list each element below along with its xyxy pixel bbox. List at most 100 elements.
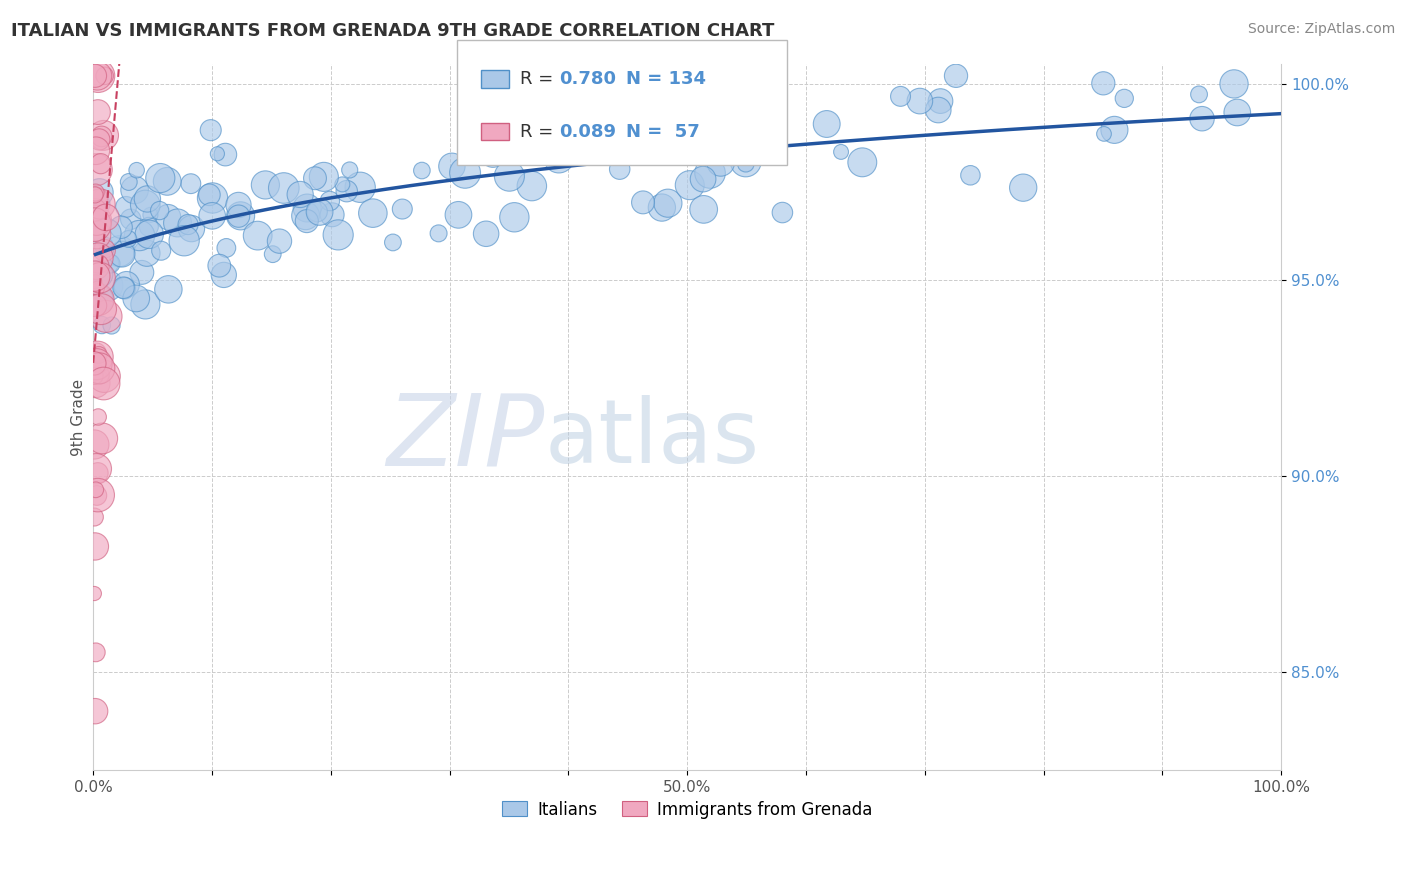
Point — [198, 187, 221, 202]
Point — [87, 105, 110, 120]
Point — [96, 244, 118, 258]
Point — [212, 268, 235, 282]
Point — [90, 189, 112, 203]
Point — [89, 293, 111, 307]
Point — [134, 198, 156, 212]
Point — [214, 147, 236, 161]
Point — [454, 166, 477, 180]
Point — [427, 227, 450, 241]
Point — [89, 368, 111, 382]
Point — [91, 431, 114, 445]
Point — [112, 281, 135, 295]
Point — [1188, 87, 1211, 102]
Point — [93, 376, 115, 391]
Point — [84, 69, 107, 83]
Point — [89, 267, 111, 281]
Point — [651, 201, 673, 215]
Text: ITALIAN VS IMMIGRANTS FROM GRENADA 9TH GRADE CORRELATION CHART: ITALIAN VS IMMIGRANTS FROM GRENADA 9TH G… — [11, 22, 775, 40]
Point — [83, 368, 105, 383]
Point — [207, 146, 229, 161]
Point — [200, 123, 222, 137]
Point — [125, 163, 148, 178]
Point — [491, 134, 513, 148]
Point — [440, 159, 463, 173]
Point — [90, 156, 112, 170]
Point — [889, 89, 911, 103]
Point — [114, 281, 136, 295]
Point — [135, 246, 157, 260]
Point — [89, 270, 111, 285]
Point — [149, 203, 172, 218]
Text: R =: R = — [520, 70, 560, 88]
Point — [1223, 77, 1246, 91]
Point — [120, 212, 142, 227]
Point — [110, 220, 132, 235]
Point — [304, 171, 326, 186]
Point — [929, 94, 952, 108]
Point — [177, 218, 200, 232]
Point — [288, 187, 311, 202]
Point — [927, 103, 949, 117]
Point — [770, 205, 793, 219]
Point — [1191, 112, 1213, 126]
Point — [215, 241, 238, 255]
Point — [201, 209, 224, 223]
Point — [328, 227, 350, 242]
Text: R =: R = — [520, 122, 560, 141]
Point — [83, 218, 105, 232]
Point — [361, 206, 384, 220]
Point — [84, 298, 107, 312]
Point — [84, 188, 107, 202]
Point — [115, 277, 138, 292]
Point — [86, 281, 108, 295]
Point — [307, 204, 329, 219]
Point — [156, 174, 179, 188]
Point — [86, 69, 108, 83]
Point — [269, 234, 291, 248]
Point — [295, 214, 318, 228]
Point — [94, 310, 117, 324]
Point — [851, 155, 873, 169]
Point — [391, 202, 413, 216]
Point — [93, 369, 115, 384]
Point — [115, 200, 138, 214]
Point — [699, 166, 721, 180]
Point — [89, 186, 111, 200]
Point — [100, 257, 122, 271]
Point — [228, 198, 250, 212]
Text: Source: ZipAtlas.com: Source: ZipAtlas.com — [1247, 22, 1395, 37]
Point — [87, 293, 110, 307]
Point — [295, 201, 318, 215]
Point — [547, 151, 569, 165]
Point — [339, 163, 361, 178]
Point — [246, 228, 269, 243]
Point — [447, 208, 470, 222]
Point — [157, 210, 180, 224]
Point — [83, 437, 105, 451]
Point — [945, 69, 967, 83]
Point — [149, 171, 172, 186]
Point — [273, 181, 295, 195]
Point — [84, 144, 107, 158]
Text: 0.780: 0.780 — [560, 70, 617, 88]
Point — [520, 179, 543, 194]
Point — [84, 704, 107, 718]
Point — [94, 211, 117, 225]
Point — [83, 202, 105, 217]
Point — [208, 259, 231, 273]
Point — [734, 154, 756, 169]
Point — [83, 510, 105, 524]
Point — [503, 211, 526, 225]
Point — [86, 357, 108, 371]
Point — [90, 318, 112, 332]
Point — [139, 208, 162, 222]
Point — [1092, 127, 1115, 141]
Point — [294, 209, 316, 223]
Point — [599, 120, 621, 134]
Point — [626, 130, 648, 145]
Point — [411, 163, 433, 178]
Point — [84, 260, 107, 274]
Point — [138, 219, 160, 234]
Point — [734, 156, 756, 170]
Text: N =  57: N = 57 — [626, 122, 699, 141]
